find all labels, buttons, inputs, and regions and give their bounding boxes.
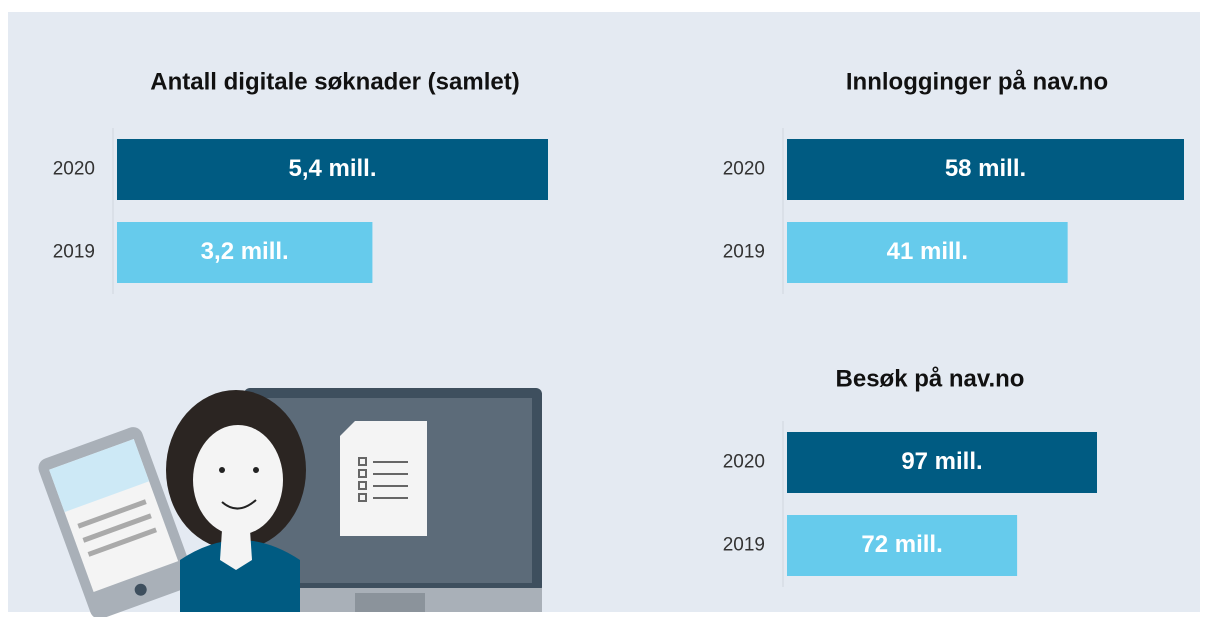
- document: [340, 421, 427, 536]
- value-label: 3,2 mill.: [201, 238, 289, 265]
- tablet: [38, 427, 195, 617]
- bar: [117, 139, 548, 200]
- category-label: 2020: [53, 159, 95, 180]
- category-label: 2020: [723, 452, 765, 473]
- checklist: [358, 457, 408, 502]
- eye: [219, 467, 225, 473]
- category-label: 2019: [53, 242, 95, 263]
- bar: [787, 432, 1097, 493]
- chart-title: Innlogginger på nav.no: [846, 68, 1108, 95]
- mouth: [221, 499, 257, 510]
- chart-title: Antall digitale søknader (samlet): [150, 68, 519, 95]
- neck: [220, 530, 252, 570]
- category-label: 2020: [723, 159, 765, 180]
- monitor-stand: [355, 593, 425, 612]
- chart-title: Besøk på nav.no: [836, 365, 1025, 392]
- illustration: [38, 388, 542, 617]
- bar: [787, 139, 1184, 200]
- category-label: 2019: [723, 535, 765, 556]
- value-label: 97 mill.: [901, 448, 982, 475]
- face: [193, 425, 283, 535]
- body: [180, 540, 300, 612]
- value-label: 58 mill.: [945, 155, 1026, 182]
- category-label: 2019: [723, 242, 765, 263]
- value-label: 72 mill.: [861, 531, 942, 558]
- bar: [117, 222, 373, 283]
- value-label: 5,4 mill.: [288, 155, 376, 182]
- eye: [253, 467, 259, 473]
- value-label: 41 mill.: [887, 238, 968, 265]
- bar: [787, 222, 1068, 283]
- bar: [787, 515, 1018, 576]
